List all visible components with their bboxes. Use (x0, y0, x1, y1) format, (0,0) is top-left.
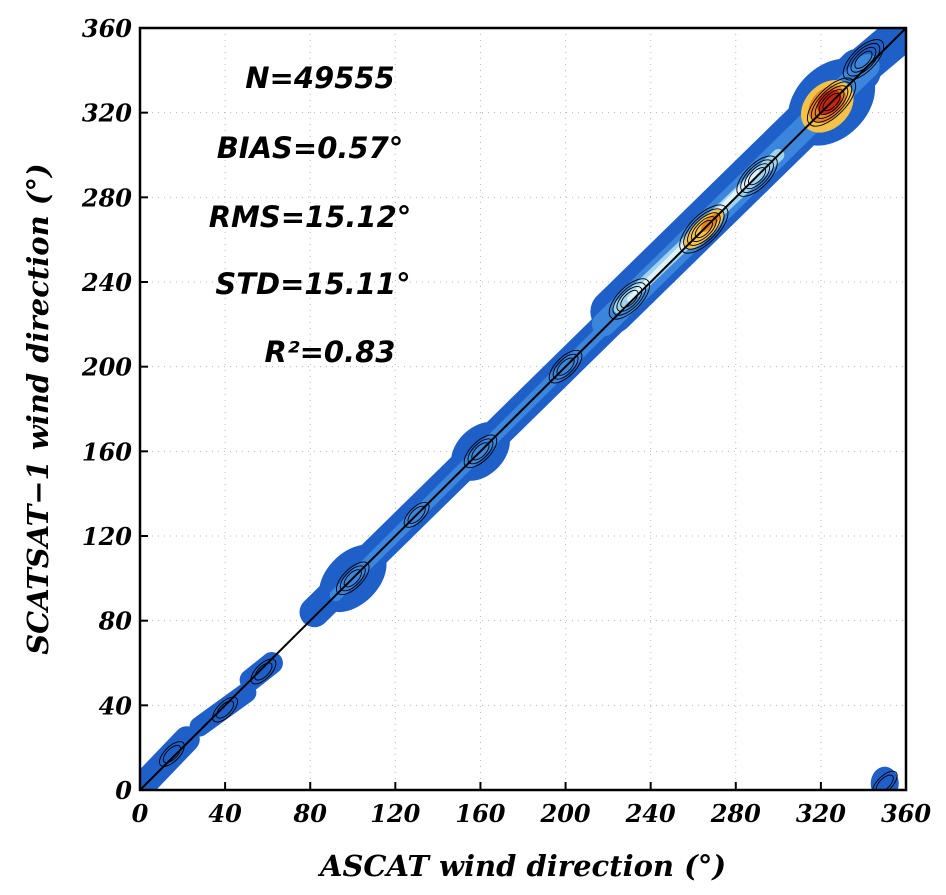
y-tick-label: 280 (81, 183, 132, 212)
density-contour (254, 662, 273, 681)
stat-annotation: STD=15.11° (215, 267, 410, 301)
y-tick-label: 160 (82, 437, 132, 466)
y-tick-label: 80 (98, 607, 133, 636)
one-to-one-line (139, 27, 907, 791)
statistics-annotations: N=49555 BIAS=0.57° RMS=15.12° STD=15.11° R²=… (209, 61, 412, 369)
density-contour (842, 39, 885, 81)
stat-annotation: N=49555 (245, 61, 394, 95)
y-tick-label: 40 (99, 691, 133, 720)
y-tick-label: 200 (81, 353, 132, 382)
stat-annotation: R²=0.83 (265, 335, 396, 369)
x-tick-label: 80 (293, 799, 328, 828)
density-contour (608, 278, 651, 320)
x-tick-label: 120 (370, 799, 420, 828)
density-contour (846, 42, 881, 77)
x-axis-title: ASCAT wind direction (°) (317, 849, 726, 883)
stat-annotation: RMS=15.12° (209, 200, 412, 234)
x-tick-label: 280 (710, 799, 761, 828)
density-contour (162, 744, 181, 764)
density-contour (216, 700, 235, 719)
plot-frame (138, 26, 908, 792)
x-tick-label: 160 (455, 799, 505, 828)
x-tick-label: 240 (625, 799, 676, 828)
y-tick-label: 360 (82, 14, 132, 43)
y-tick-label: 120 (82, 522, 132, 551)
y-tick-label: 240 (81, 268, 132, 297)
density-contour (616, 286, 643, 312)
axis-ticks: 0 40 80 120 160 200 240 280 320 360 0 40 80 120 160 200… (81, 14, 931, 828)
density-contour (854, 50, 873, 69)
density-contour (620, 289, 639, 308)
y-axis-title: SCATSAT−1 wind direction (°) (21, 163, 55, 655)
x-tick-label: 320 (796, 799, 846, 828)
density-contour (212, 696, 239, 723)
grid (140, 28, 906, 790)
density-contour (612, 282, 647, 316)
density-contour (250, 658, 277, 685)
x-tick-label: 0 (132, 799, 149, 828)
x-tick-label: 200 (540, 799, 591, 828)
y-tick-label: 320 (82, 99, 132, 128)
stat-annotation: BIAS=0.57° (217, 131, 404, 165)
density-band-low (189, 682, 257, 737)
x-tick-label: 360 (881, 799, 931, 828)
x-tick-label: 40 (208, 799, 242, 828)
density-contour (875, 774, 894, 790)
y-tick-label: 0 (115, 776, 132, 805)
density-contour (159, 741, 185, 767)
